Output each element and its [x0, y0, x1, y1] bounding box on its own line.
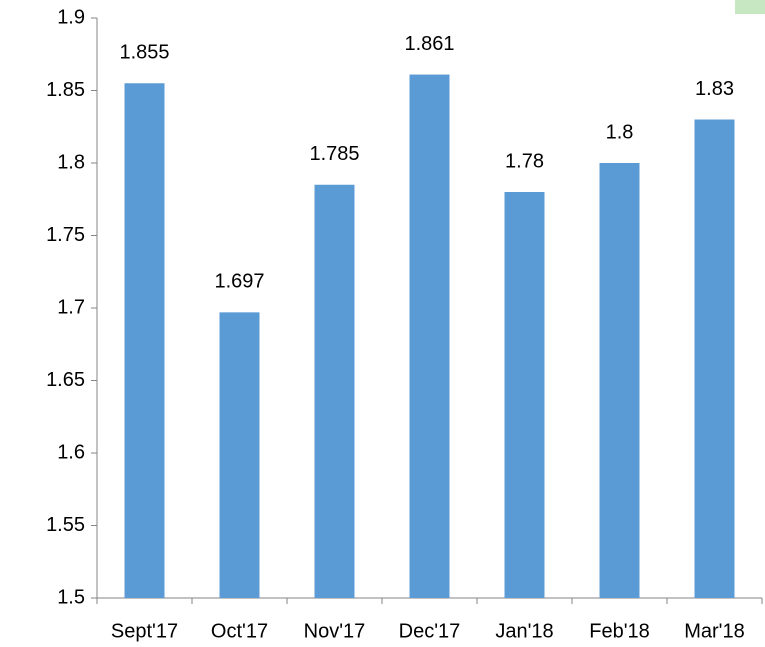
y-tick-label: 1.9	[57, 6, 85, 28]
y-tick-label: 1.8	[57, 151, 85, 173]
x-tick-label: Dec'17	[399, 620, 461, 642]
x-tick-label: Jan'18	[495, 620, 553, 642]
data-label: 1.861	[404, 33, 454, 55]
data-label: 1.697	[214, 271, 264, 293]
data-label: 1.78	[505, 150, 544, 172]
y-tick-label: 1.7	[57, 296, 85, 318]
bar	[124, 83, 165, 598]
bar	[219, 312, 260, 598]
data-label: 1.855	[119, 42, 169, 64]
bar	[694, 119, 735, 598]
y-tick-label: 1.6	[57, 441, 85, 463]
x-tick-label: Feb'18	[589, 620, 650, 642]
corner-marker	[735, 0, 765, 14]
bar	[314, 184, 355, 598]
x-tick-label: Mar'18	[684, 620, 745, 642]
x-tick-label: Sept'17	[111, 620, 178, 642]
bar	[504, 192, 545, 598]
x-tick-label: Oct'17	[211, 620, 268, 642]
y-tick-label: 1.55	[46, 514, 85, 536]
y-tick-label: 1.85	[46, 79, 85, 101]
y-tick-label: 1.75	[46, 224, 85, 246]
data-label: 1.83	[695, 78, 734, 100]
bar	[409, 74, 450, 599]
bar	[599, 163, 640, 598]
y-tick-label: 1.65	[46, 369, 85, 391]
data-label: 1.785	[309, 143, 359, 165]
data-label: 1.8	[606, 121, 634, 143]
y-tick-label: 1.5	[57, 586, 85, 608]
x-tick-label: Nov'17	[304, 620, 366, 642]
